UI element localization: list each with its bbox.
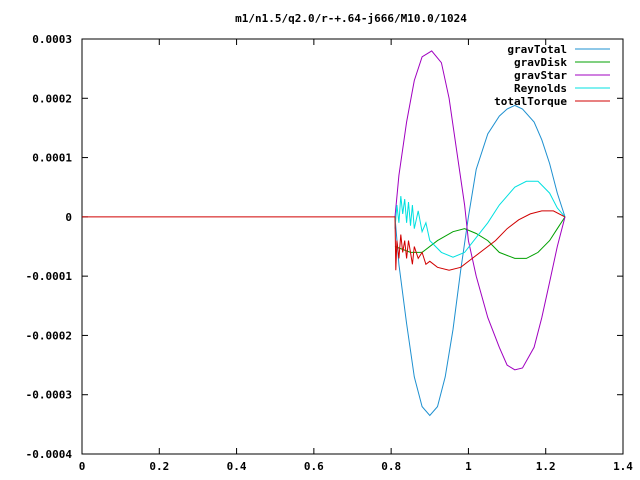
x-tick-label: 1 — [465, 460, 472, 473]
x-tick-label: 1.2 — [536, 460, 556, 473]
y-tick-label: 0 — [65, 211, 72, 224]
x-tick-label: 0.4 — [227, 460, 247, 473]
series-lines — [82, 50, 566, 417]
legend-label: totalTorque — [494, 95, 567, 108]
legend-label: gravTotal — [507, 43, 567, 56]
x-tick-label: 0.6 — [304, 460, 324, 473]
y-tick-label: -0.0002 — [26, 329, 72, 342]
y-tick-label: 0.0002 — [32, 92, 72, 105]
chart-title: m1/n1.5/q2.0/r-+.64-j666/M10.0/1024 — [235, 12, 467, 25]
y-tick-label: 0.0001 — [32, 152, 72, 165]
legend-label: gravDisk — [514, 56, 567, 69]
y-tick-label: 0.0003 — [32, 33, 72, 46]
y-tick-label: -0.0003 — [26, 389, 72, 402]
x-tick-label: 0 — [79, 460, 86, 473]
legend-label: gravStar — [514, 69, 567, 82]
series-line-gravDisk — [394, 216, 566, 259]
x-tick-label: 1.4 — [613, 460, 633, 473]
legend-label: Reynolds — [514, 82, 567, 95]
series-line-Reynolds — [394, 180, 566, 258]
y-tick-label: -0.0004 — [26, 448, 73, 461]
plot-frame — [81, 38, 624, 455]
series-line-totalTorque — [82, 210, 566, 271]
y-tick-label: -0.0001 — [26, 270, 73, 283]
legend: gravTotalgravDiskgravStarReynoldstotalTo… — [494, 43, 610, 108]
x-tick-label: 0.8 — [381, 460, 401, 473]
axis-ticks: 0 0.2 0.4 0.6 0.8 1 1.2 1.4 -0.0004 -0.0003 -0.000… — [26, 33, 634, 473]
x-tick-label: 0.2 — [149, 460, 169, 473]
series-line-gravTotal — [394, 104, 566, 417]
